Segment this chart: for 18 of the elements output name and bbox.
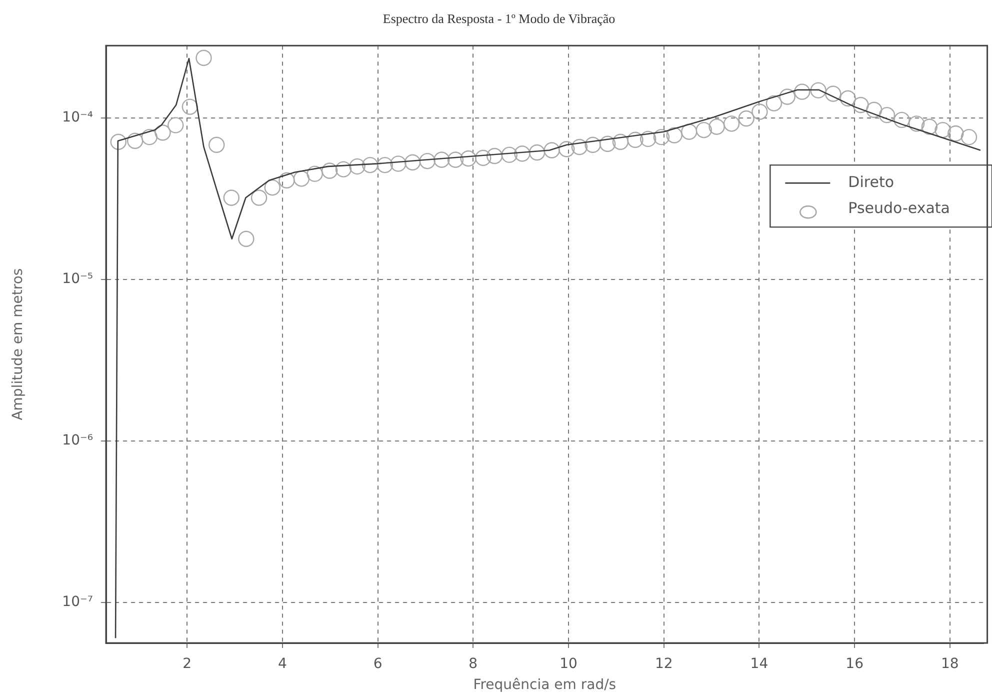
y-tick-label: 10⁻⁷: [62, 594, 93, 610]
legend-label: Direto: [848, 172, 894, 191]
x-tick-label: 4: [278, 656, 287, 672]
x-tick-label: 6: [373, 656, 382, 672]
chart-title: Espectro da Resposta - 1º Modo de Vibração: [382, 11, 616, 26]
x-axis-title: Frequência em rad/s: [473, 677, 616, 694]
x-tick-label: 18: [941, 656, 959, 672]
x-tick-label: 8: [468, 656, 478, 672]
legend-label: Pseudo-exata: [848, 198, 950, 217]
x-tick-label: 10: [560, 656, 578, 672]
x-tick-label: 2: [182, 656, 192, 672]
y-tick-label: 10⁻⁴: [62, 109, 94, 126]
x-tick-label: 12: [654, 656, 673, 672]
y-axis-title: Amplitude em metros: [10, 268, 26, 420]
y-tick-label: 10⁻⁵: [62, 270, 93, 287]
y-tick-label: 10⁻⁶: [62, 432, 94, 448]
x-tick-label: 14: [750, 656, 768, 672]
x-tick-label: 16: [846, 656, 864, 672]
